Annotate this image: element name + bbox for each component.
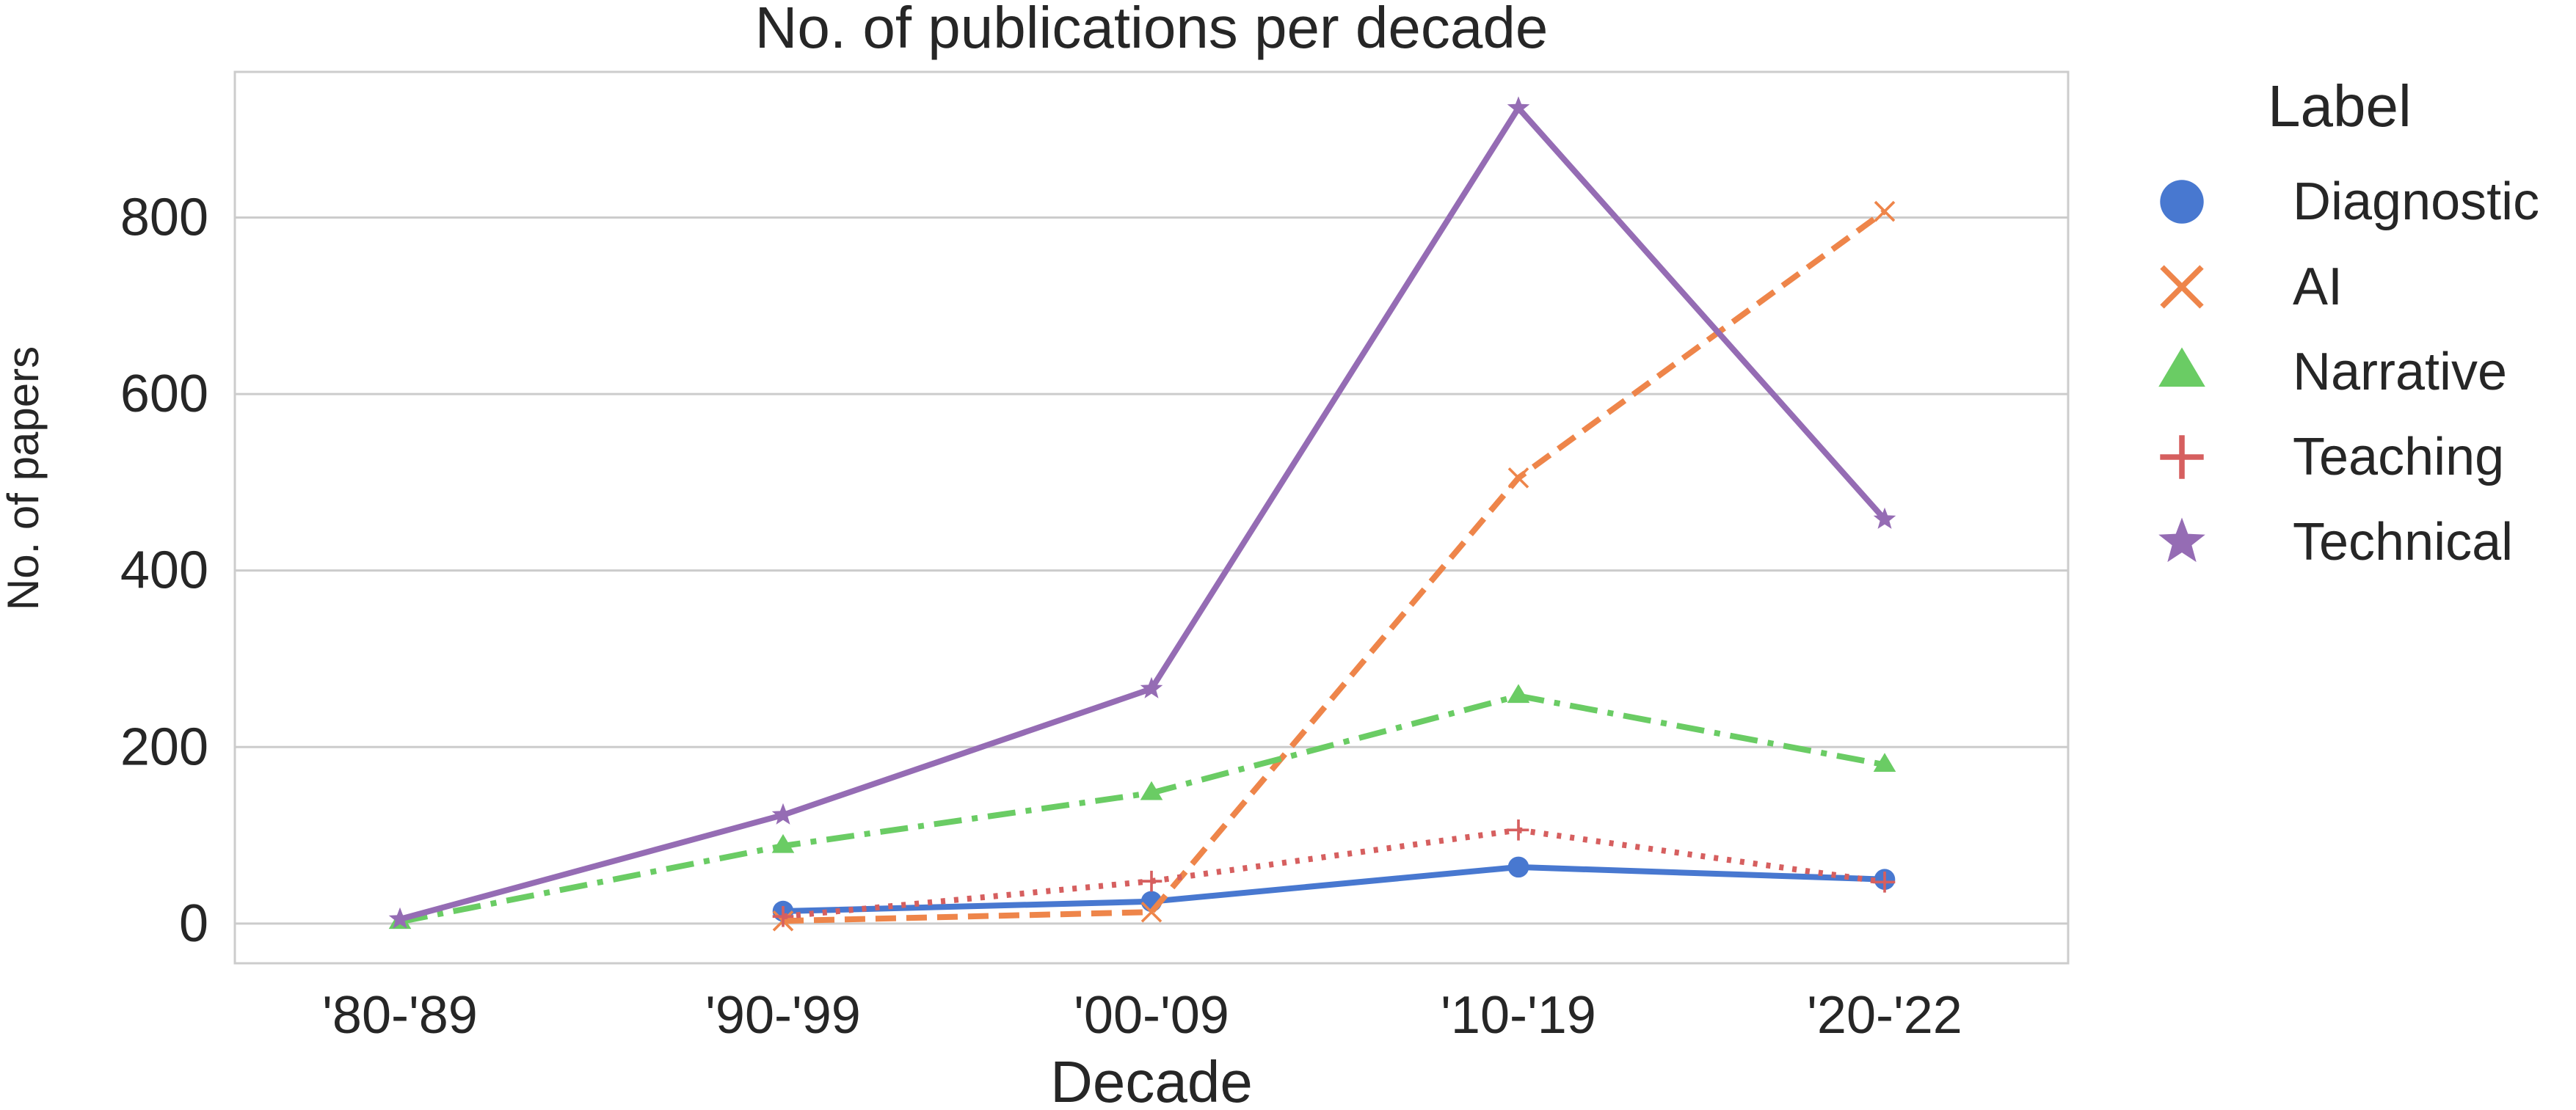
y-tick-label: 800 <box>120 188 208 247</box>
y-tick-label: 200 <box>120 718 208 776</box>
legend-item-diagnostic: Diagnostic <box>2160 172 2539 231</box>
legend-marker-teaching <box>2160 435 2204 479</box>
legend-label-narrative: Narrative <box>2293 343 2507 401</box>
legend-title: Label <box>2268 73 2412 139</box>
legend-item-narrative: Narrative <box>2158 343 2507 401</box>
y-tick-label: 0 <box>179 894 208 953</box>
data-point-narrative <box>1873 753 1896 773</box>
legend-marker-diagnostic <box>2160 180 2204 224</box>
series-narrative <box>388 684 1896 930</box>
data-point-narrative <box>1507 684 1530 704</box>
legend-label-teaching: Teaching <box>2293 428 2504 486</box>
series-line-teaching <box>782 827 1885 920</box>
data-point-narrative <box>1140 781 1163 800</box>
data-point-technical <box>1507 96 1530 118</box>
legend-marker-technical <box>2158 517 2205 563</box>
data-point-technical <box>1140 676 1163 698</box>
x-tick-label: '80-'89 <box>322 986 478 1045</box>
data-point-technical <box>1873 507 1896 529</box>
series-technical <box>388 96 1896 929</box>
legend-item-technical: Technical <box>2158 513 2513 572</box>
legend-marker-narrative <box>2158 347 2205 387</box>
legend-label-diagnostic: Diagnostic <box>2293 172 2539 231</box>
legend-item-ai: AI <box>2160 258 2343 316</box>
legend-marker-ai <box>2160 265 2204 309</box>
x-axis-label: Decade <box>1050 1049 1253 1110</box>
series-diagnostic <box>772 856 1896 922</box>
data-point-ai <box>1140 901 1163 923</box>
series-ai <box>772 200 1896 932</box>
legend-label-ai: AI <box>2293 258 2343 316</box>
y-tick-label: 400 <box>120 541 208 600</box>
legend-item-teaching: Teaching <box>2160 428 2504 486</box>
legend-label-technical: Technical <box>2293 513 2513 572</box>
y-tick-labels: 0 200 400 600 800 <box>120 188 208 952</box>
plot-area-frame <box>233 70 2070 965</box>
y-axis-label: No. of papers <box>0 346 48 610</box>
x-tick-labels: '80-'89 '90-'99 '00-'09 '10-'19 '20-'22 <box>322 986 1962 1045</box>
x-tick-label: '90-'99 <box>705 986 861 1045</box>
x-tick-label: '10-'19 <box>1441 986 1596 1045</box>
data-point-diagnostic <box>1507 856 1529 878</box>
data-point-teaching <box>1140 870 1163 892</box>
data-point-teaching <box>1507 819 1529 841</box>
data-point-narrative <box>771 833 795 853</box>
data-point-technical <box>771 803 795 825</box>
data-point-technical <box>388 907 412 929</box>
series-teaching <box>772 819 1896 927</box>
series-line-diagnostic <box>780 863 1888 914</box>
grid-lines <box>235 216 2068 925</box>
chart-title: No. of publications per decade <box>755 0 1549 60</box>
series-line-narrative <box>399 693 1885 925</box>
data-point-teaching <box>772 905 794 927</box>
series-lines <box>388 96 1896 932</box>
series-line-ai <box>782 208 1887 924</box>
data-point-teaching <box>1874 872 1896 893</box>
legend: Label Diagnostic AI Narrative Teaching Techn… <box>2158 73 2539 572</box>
x-tick-label: '20-'22 <box>1807 986 1962 1045</box>
x-tick-label: '00-'09 <box>1074 986 1229 1045</box>
data-point-ai <box>1874 200 1896 222</box>
y-tick-label: 600 <box>120 365 208 423</box>
data-point-ai <box>1507 467 1529 489</box>
